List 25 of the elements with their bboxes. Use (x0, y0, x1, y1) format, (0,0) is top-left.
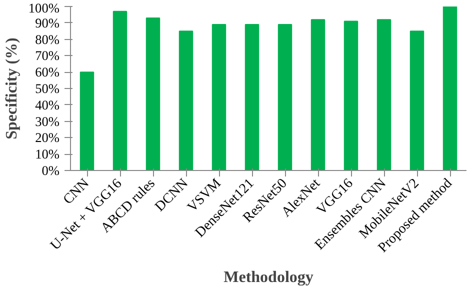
y-tick-label: 100% (28, 0, 60, 16)
y-tick-label: 70% (35, 48, 60, 64)
bar (376, 19, 392, 170)
bar (112, 10, 128, 170)
y-tick-label: 90% (35, 15, 60, 30)
bar (410, 30, 424, 170)
y-tick-label: 0% (42, 163, 60, 178)
y-tick-label: 80% (35, 32, 60, 47)
y-tick-label: 40% (35, 97, 60, 112)
y-axis-title: Specificity (%) (3, 38, 20, 140)
x-axis-title: Methodology (224, 269, 314, 286)
y-tick-label: 50% (35, 81, 60, 96)
bar (244, 24, 260, 170)
y-tick-label: 10% (35, 146, 60, 162)
bar (80, 72, 94, 170)
bar (442, 6, 458, 170)
y-tick-label: 20% (35, 130, 60, 146)
bar (344, 20, 358, 170)
bar (178, 30, 194, 170)
bar (212, 24, 226, 170)
y-tick-label: 30% (35, 114, 60, 129)
y-tick-label: 60% (35, 64, 60, 80)
bar (310, 19, 326, 170)
bar (278, 24, 292, 170)
bar (146, 17, 160, 170)
